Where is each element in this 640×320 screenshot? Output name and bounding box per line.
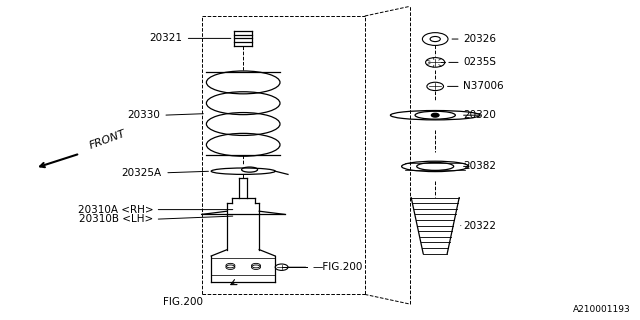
Text: —FIG.200: —FIG.200 — [312, 262, 363, 272]
Text: FIG.200: FIG.200 — [163, 297, 204, 308]
Text: FRONT: FRONT — [88, 128, 127, 150]
Text: 20330: 20330 — [127, 110, 160, 120]
Text: 0235S: 0235S — [463, 57, 497, 68]
Text: 20325A: 20325A — [121, 168, 161, 178]
Text: 20320: 20320 — [463, 110, 496, 120]
Text: 20310A <RH>: 20310A <RH> — [78, 204, 154, 215]
Text: 20382: 20382 — [463, 161, 497, 172]
Text: 20326: 20326 — [463, 34, 497, 44]
Text: N37006: N37006 — [463, 81, 504, 92]
Text: 20322: 20322 — [463, 220, 497, 231]
Text: 20310B <LH>: 20310B <LH> — [79, 214, 154, 224]
Text: 20321: 20321 — [149, 33, 182, 44]
Text: A210001193: A210001193 — [573, 305, 630, 314]
Circle shape — [431, 113, 439, 117]
